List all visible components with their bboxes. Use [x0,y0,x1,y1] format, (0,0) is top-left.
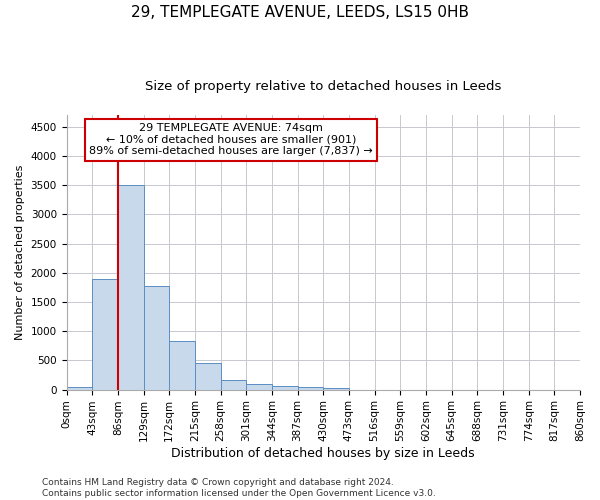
Text: Contains HM Land Registry data © Crown copyright and database right 2024.
Contai: Contains HM Land Registry data © Crown c… [42,478,436,498]
Bar [221,380,246,390]
Title: Size of property relative to detached houses in Leeds: Size of property relative to detached ho… [145,80,502,93]
Bar [246,384,272,390]
Text: 29 TEMPLEGATE AVENUE: 74sqm
← 10% of detached houses are smaller (901)
89% of se: 29 TEMPLEGATE AVENUE: 74sqm ← 10% of det… [89,123,373,156]
Bar [195,362,221,390]
Y-axis label: Number of detached properties: Number of detached properties [15,164,25,340]
Bar [92,278,118,390]
X-axis label: Distribution of detached houses by size in Leeds: Distribution of detached houses by size … [172,447,475,460]
Bar [118,185,143,390]
Bar [272,386,298,390]
Bar [169,341,195,390]
Bar [323,388,349,390]
Bar [298,386,323,390]
Text: 29, TEMPLEGATE AVENUE, LEEDS, LS15 0HB: 29, TEMPLEGATE AVENUE, LEEDS, LS15 0HB [131,5,469,20]
Bar [67,388,92,390]
Bar [143,286,169,390]
